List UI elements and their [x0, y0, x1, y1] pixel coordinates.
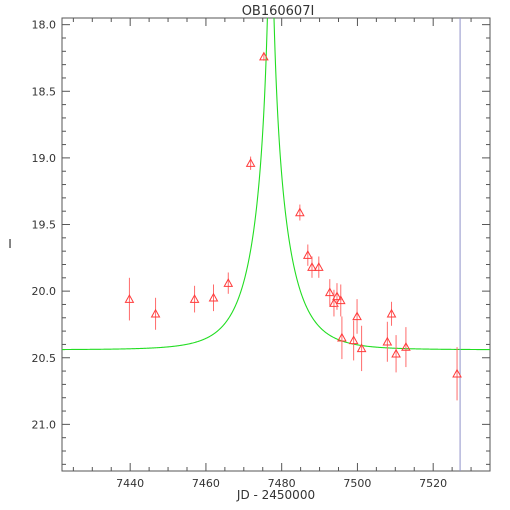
- data-points: [124, 51, 462, 401]
- data-point: [295, 207, 305, 217]
- y-axis-label: I: [8, 237, 12, 251]
- data-point: [302, 250, 313, 259]
- data-point: [245, 158, 256, 167]
- data-point: [352, 311, 362, 321]
- y-tick-label: 20.0: [32, 285, 57, 298]
- x-tick-label: 7460: [192, 477, 220, 490]
- plot-frame: [61, 17, 491, 472]
- data-point: [382, 336, 393, 346]
- y-tick-label: 19.5: [32, 219, 57, 232]
- data-point: [348, 335, 359, 345]
- data-point: [223, 278, 234, 287]
- x-axis-label: JD - 2450000: [236, 488, 315, 502]
- x-tick-label: 7440: [116, 477, 144, 490]
- data-point: [391, 348, 401, 358]
- y-tick-label: 18.0: [32, 19, 57, 32]
- x-tick-label: 7480: [268, 477, 296, 490]
- data-point: [324, 287, 335, 297]
- data-point: [313, 262, 324, 271]
- x-tick-label: 7520: [419, 477, 447, 490]
- x-axis-ticks: 7440 7460 7480 7500 7520: [72, 18, 491, 490]
- model-curve: [62, 18, 490, 351]
- data-point: [332, 291, 342, 301]
- data-point: [307, 262, 317, 271]
- y-tick-label: 19.0: [32, 152, 57, 165]
- x-tick-label: 7500: [343, 477, 371, 490]
- data-point: [124, 294, 135, 303]
- data-point: [335, 295, 346, 305]
- data-point: [329, 298, 339, 307]
- data-point: [386, 308, 397, 318]
- data-point: [189, 294, 200, 303]
- y-tick-label: 21.0: [32, 418, 57, 431]
- data-point: [452, 368, 462, 378]
- data-point: [337, 332, 347, 342]
- data-point: [356, 343, 367, 353]
- chart-title: OB160607I: [242, 4, 315, 19]
- data-point: [401, 342, 411, 351]
- data-point: [208, 292, 219, 302]
- y-axis-ticks: 18.0 18.5 19.0 19.5 20.0 20.5 21.0: [32, 19, 490, 465]
- data-point: [259, 51, 269, 61]
- y-tick-label: 20.5: [32, 352, 57, 365]
- data-point: [150, 308, 161, 318]
- y-tick-label: 18.5: [32, 85, 57, 98]
